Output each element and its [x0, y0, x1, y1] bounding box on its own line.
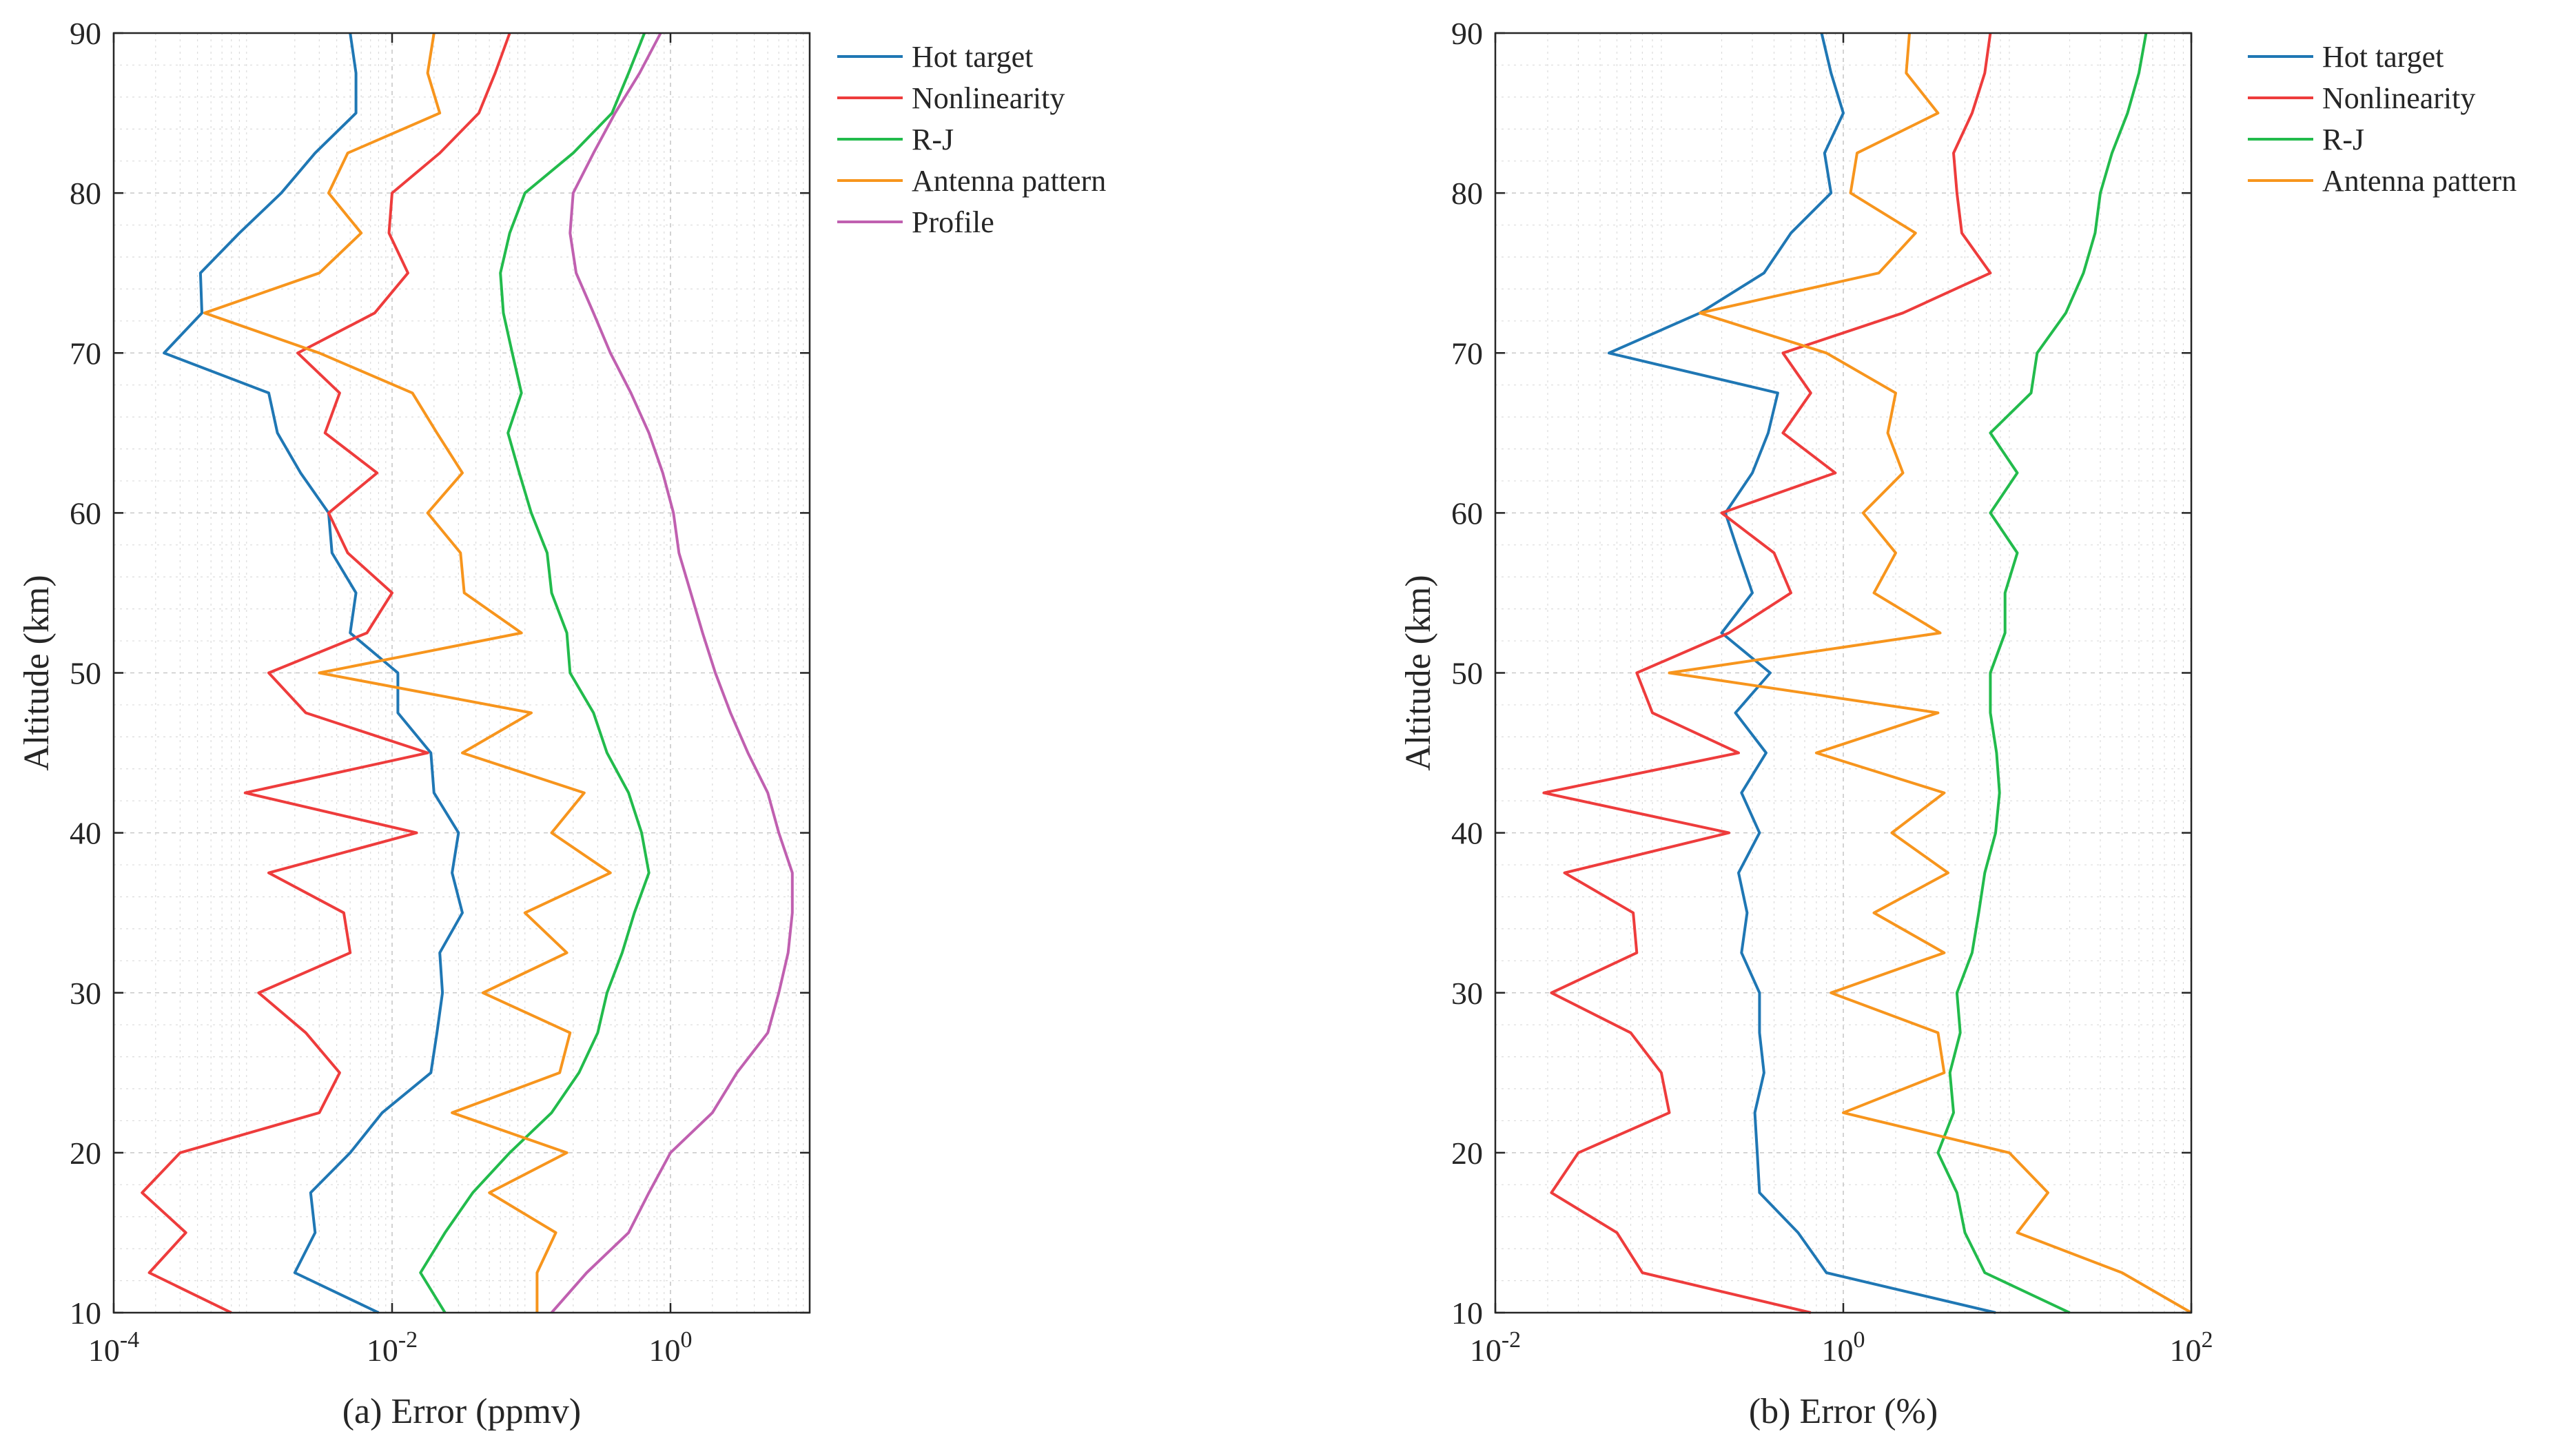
y-tick-label: 20 — [70, 1136, 101, 1171]
y-tick-label: 30 — [70, 976, 101, 1011]
series-line-r-j — [419, 32, 650, 1314]
series-line-r-j — [1936, 32, 2148, 1314]
legend: Hot target Nonlinearity R-J Antenna pattern — [2248, 40, 2517, 198]
y-tick-label: 30 — [1451, 976, 1483, 1011]
x-tick-label: 102 — [2170, 1327, 2213, 1368]
y-axis-title: Altitude (km) — [1399, 575, 1438, 771]
y-tick-label: 40 — [1451, 816, 1483, 851]
y-tick-label: 60 — [70, 495, 101, 531]
legend-label: R-J — [912, 123, 954, 156]
y-tick-label: 10 — [70, 1295, 101, 1331]
series-line-nonlinearity — [141, 32, 511, 1314]
y-axis-title: Altitude (km) — [17, 575, 57, 771]
y-tick-label: 10 — [1451, 1295, 1483, 1331]
series-line-profile — [550, 32, 794, 1314]
series-line-antenna-pattern — [203, 32, 612, 1313]
x-axis-title: (a) Error (ppmv) — [342, 1392, 582, 1431]
x-tick-label: 10-4 — [88, 1327, 139, 1368]
legend-label: Antenna pattern — [912, 164, 1106, 198]
y-tick-label: 90 — [70, 16, 101, 51]
legend-label: Nonlinearity — [912, 81, 1065, 115]
legend-label: Profile — [912, 205, 994, 239]
series-line-antenna-pattern — [1668, 32, 2192, 1314]
major-grid — [114, 33, 810, 1313]
x-tick-label: 10-2 — [1470, 1327, 1521, 1368]
y-tick-label: 60 — [1451, 495, 1483, 531]
y-tick-label: 80 — [70, 176, 101, 211]
y-tick-label: 20 — [1451, 1136, 1483, 1171]
legend-label: Hot target — [2322, 40, 2444, 74]
panel-a: 10 20 30 40 50 60 70 80 90 10-4 10-2 100 (a) Error (… — [17, 16, 1106, 1431]
legend-label: Hot target — [912, 40, 1033, 74]
legend-label: R-J — [2322, 123, 2364, 156]
y-tick-label: 50 — [1451, 656, 1483, 691]
series-line-nonlinearity — [1542, 32, 1992, 1314]
x-tick-label: 10-2 — [367, 1327, 418, 1368]
y-tick-label: 80 — [1451, 176, 1483, 211]
series-line-hot-target — [163, 32, 464, 1314]
y-tick-label: 70 — [70, 336, 101, 371]
y-tick-label: 50 — [70, 656, 101, 691]
legend: Hot target Nonlinearity R-J Antenna pattern… — [837, 40, 1106, 239]
legend-label: Antenna pattern — [2322, 164, 2517, 198]
x-axis-title: (b) Error (%) — [1749, 1392, 1938, 1431]
x-tick-label: 100 — [1822, 1327, 1865, 1368]
panel-b: 10 20 30 40 50 60 70 80 90 10-2 100 102 (b) Error (%… — [1399, 16, 2517, 1431]
y-tick-label: 40 — [70, 816, 101, 851]
x-tick-label: 100 — [649, 1327, 693, 1368]
y-tick-label: 90 — [1451, 16, 1483, 51]
y-tick-label: 70 — [1451, 336, 1483, 371]
major-grid — [1495, 33, 2191, 1313]
series-line-hot-target — [1607, 32, 1996, 1314]
legend-label: Nonlinearity — [2322, 81, 2475, 115]
